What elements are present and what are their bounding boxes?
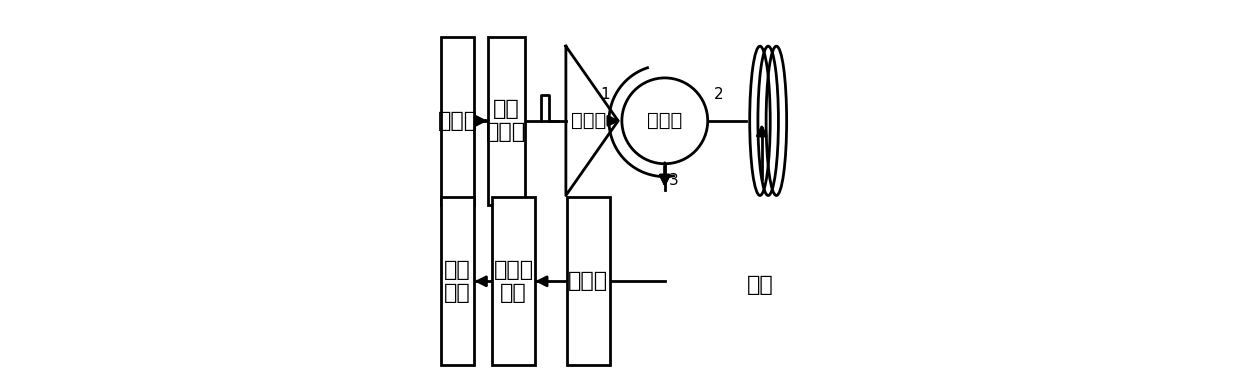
Bar xyxy=(441,37,475,205)
Text: 激光器: 激光器 xyxy=(438,111,477,131)
Text: 3: 3 xyxy=(670,173,680,188)
Bar xyxy=(441,197,475,365)
Bar xyxy=(492,197,536,365)
Bar xyxy=(487,37,525,205)
Text: 脉冲
调制器: 脉冲 调制器 xyxy=(486,99,526,143)
Text: 1: 1 xyxy=(600,87,610,102)
Text: 2: 2 xyxy=(714,87,724,102)
Text: 检偏器: 检偏器 xyxy=(568,271,609,291)
Bar xyxy=(567,197,610,365)
Text: 放大器: 放大器 xyxy=(570,111,606,130)
Text: 光纤: 光纤 xyxy=(746,275,774,295)
Text: 环形器: 环形器 xyxy=(647,111,682,130)
Text: 信号
处理: 信号 处理 xyxy=(444,260,471,303)
Text: 光电探
测器: 光电探 测器 xyxy=(494,260,533,303)
